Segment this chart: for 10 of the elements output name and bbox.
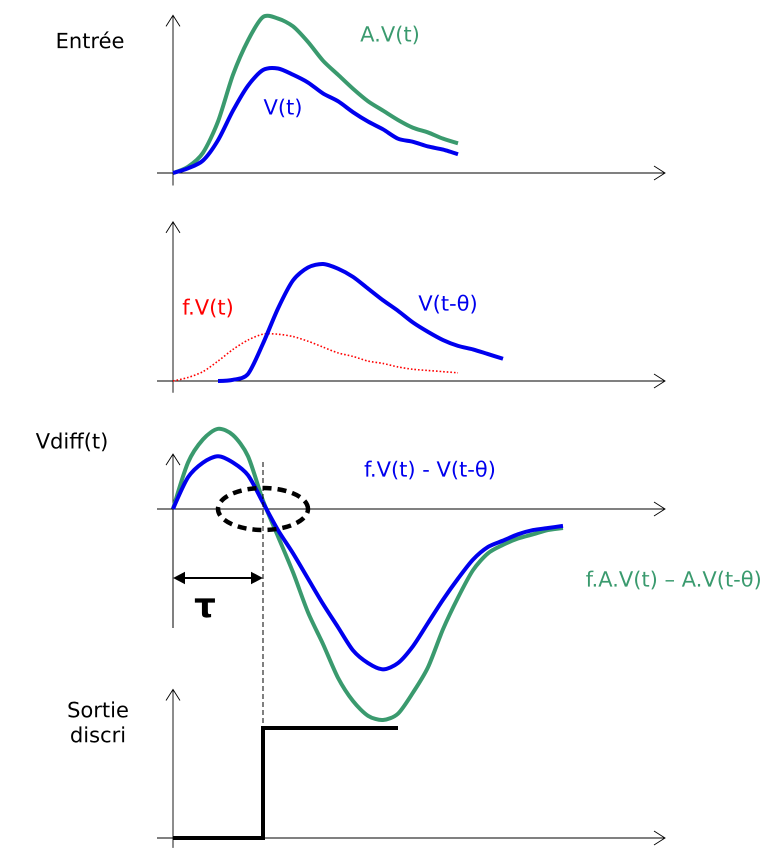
series-label: f.V(t) [182, 298, 232, 318]
series-label: A.V(t) [360, 26, 418, 44]
y-axis-title: Vdiff(t) [36, 432, 107, 452]
annotation: τ [194, 598, 215, 618]
y-axis-title: Entrée [58, 31, 124, 48]
text: f.V(t) - V(t-θ) [364, 460, 494, 480]
series-label: V(t) [264, 98, 301, 118]
series-label: V(t-θ) [418, 294, 476, 314]
y-axis-title: Sortie discri [68, 701, 128, 743]
text: f.A.V(t) – A.V(t-θ) [586, 570, 760, 590]
